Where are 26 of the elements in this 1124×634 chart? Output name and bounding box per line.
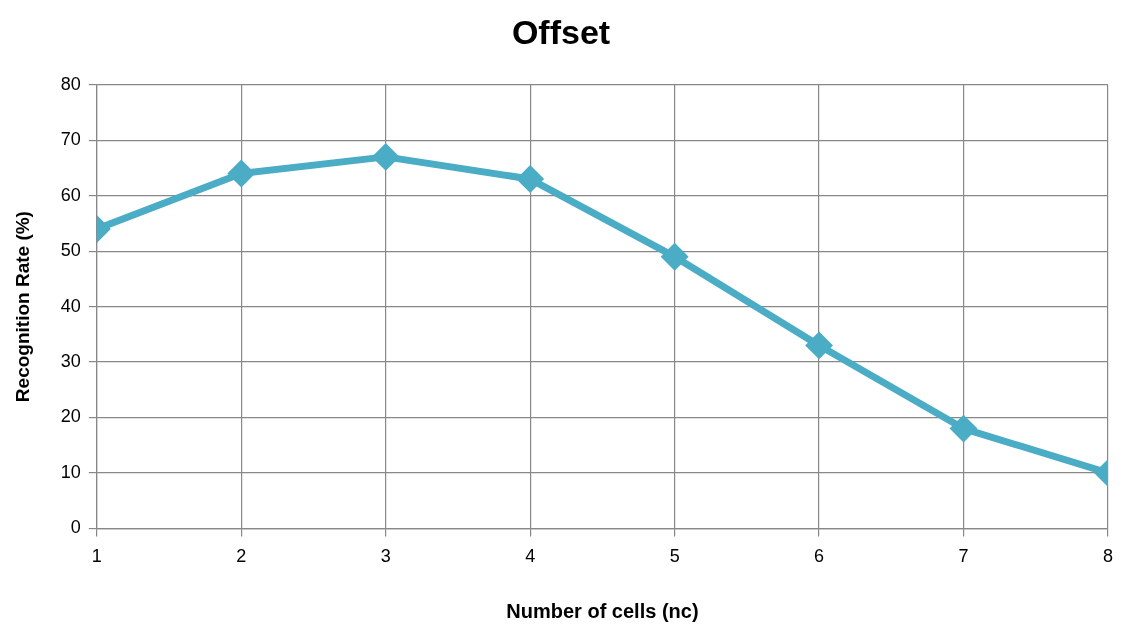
y-tick-label: 60 [60, 184, 81, 205]
point [662, 244, 688, 270]
point [806, 332, 832, 358]
chart-title: Offset [511, 12, 611, 51]
y-tick-label: 20 [60, 406, 81, 427]
x-tick-label: 3 [380, 546, 391, 567]
x-tick-label: 5 [669, 546, 680, 567]
point [951, 416, 977, 442]
y-tick-label: 40 [60, 295, 81, 316]
y-tick-label: 0 [70, 517, 81, 538]
x-tick-label: 6 [814, 546, 825, 567]
y-tick-label: 50 [60, 240, 81, 261]
point [228, 161, 254, 187]
x-tick-label: 7 [958, 546, 969, 567]
y-tick-label: 80 [60, 73, 81, 94]
y-tick-label: 70 [60, 129, 81, 150]
x-tick-label: 2 [236, 546, 247, 567]
x-tick-label: 8 [1102, 546, 1114, 567]
x-tick-label: 4 [525, 546, 536, 567]
x-tick-label: 1 [91, 546, 102, 567]
y-tick-label: 10 [60, 461, 81, 482]
x-axis-title: Number of cells (nc) [506, 599, 699, 622]
y-tick-label: 30 [60, 351, 81, 372]
y-axis-title: Recognition Rate (%) [11, 211, 33, 403]
point [373, 144, 399, 170]
point [517, 166, 543, 192]
